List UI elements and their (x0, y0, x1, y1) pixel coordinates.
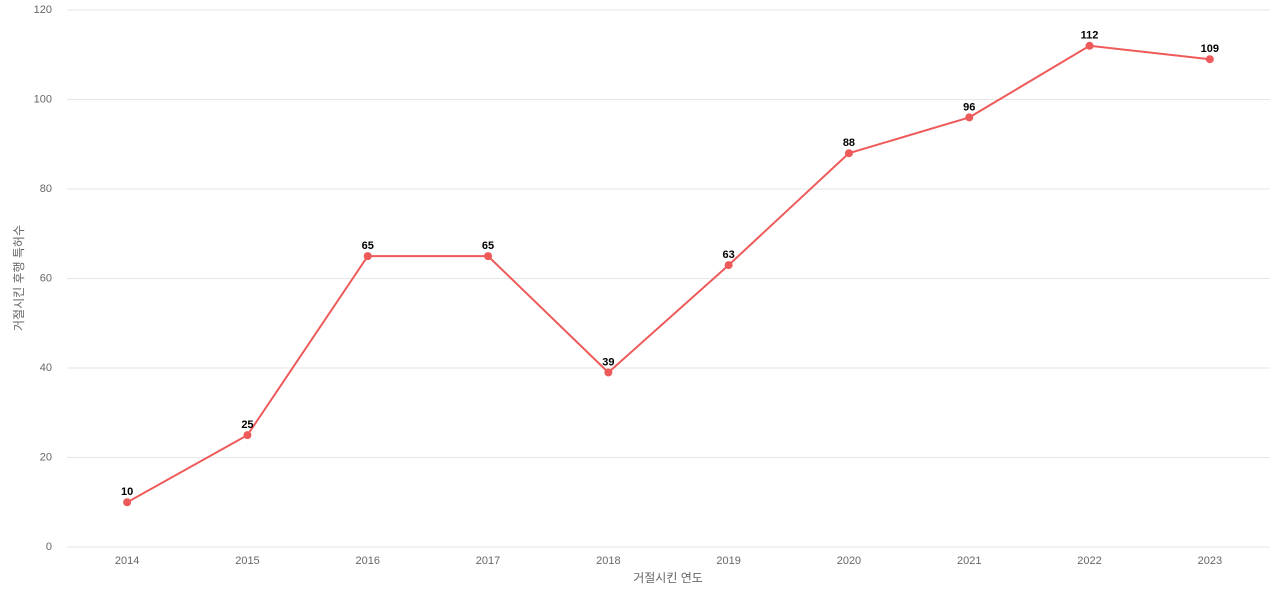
point (123, 498, 132, 507)
point (965, 113, 974, 122)
x-tick-label: 2019 (716, 555, 740, 567)
x-tick-label: 2017 (476, 555, 500, 567)
y-tick-label: 60 (40, 272, 52, 284)
y-tick-label: 40 (40, 362, 52, 374)
value-label: 10 (121, 486, 133, 498)
x-tick-label: 2023 (1198, 555, 1222, 567)
point (484, 252, 493, 261)
y-tick-label: 0 (46, 541, 52, 553)
value-label: 39 (602, 356, 614, 368)
point (1085, 41, 1094, 50)
value-label: 96 (963, 101, 975, 113)
x-tick-label: 2021 (957, 555, 981, 567)
x-tick-label: 2018 (596, 555, 620, 567)
line (126, 44, 1210, 504)
y-tick-label: 120 (34, 4, 52, 16)
point (363, 252, 372, 261)
x-tick-label: 2015 (235, 555, 259, 567)
y-axis-title: 거절시킨 후행 특허수 (11, 225, 26, 331)
x-tick-label: 2016 (356, 555, 380, 567)
y-tick-label: 20 (40, 451, 52, 463)
y-tick-label: 100 (34, 93, 52, 105)
y-tick-label: 80 (40, 183, 52, 195)
x-tick-label: 2022 (1077, 555, 1101, 567)
value-label: 88 (843, 137, 855, 149)
point (243, 431, 252, 440)
x-axis-title: 거절시킨 연도 (633, 571, 703, 585)
x-tick-label: 2014 (115, 555, 139, 567)
value-label: 65 (482, 240, 494, 252)
value-label: 65 (362, 240, 374, 252)
point (844, 149, 853, 158)
value-label: 25 (241, 419, 253, 431)
value-label: 63 (723, 249, 735, 261)
point (604, 368, 613, 377)
point (724, 261, 733, 270)
value-label: 112 (1081, 30, 1099, 42)
value-label: 109 (1201, 43, 1219, 55)
x-tick-label: 2020 (837, 555, 861, 567)
point (1205, 55, 1214, 64)
